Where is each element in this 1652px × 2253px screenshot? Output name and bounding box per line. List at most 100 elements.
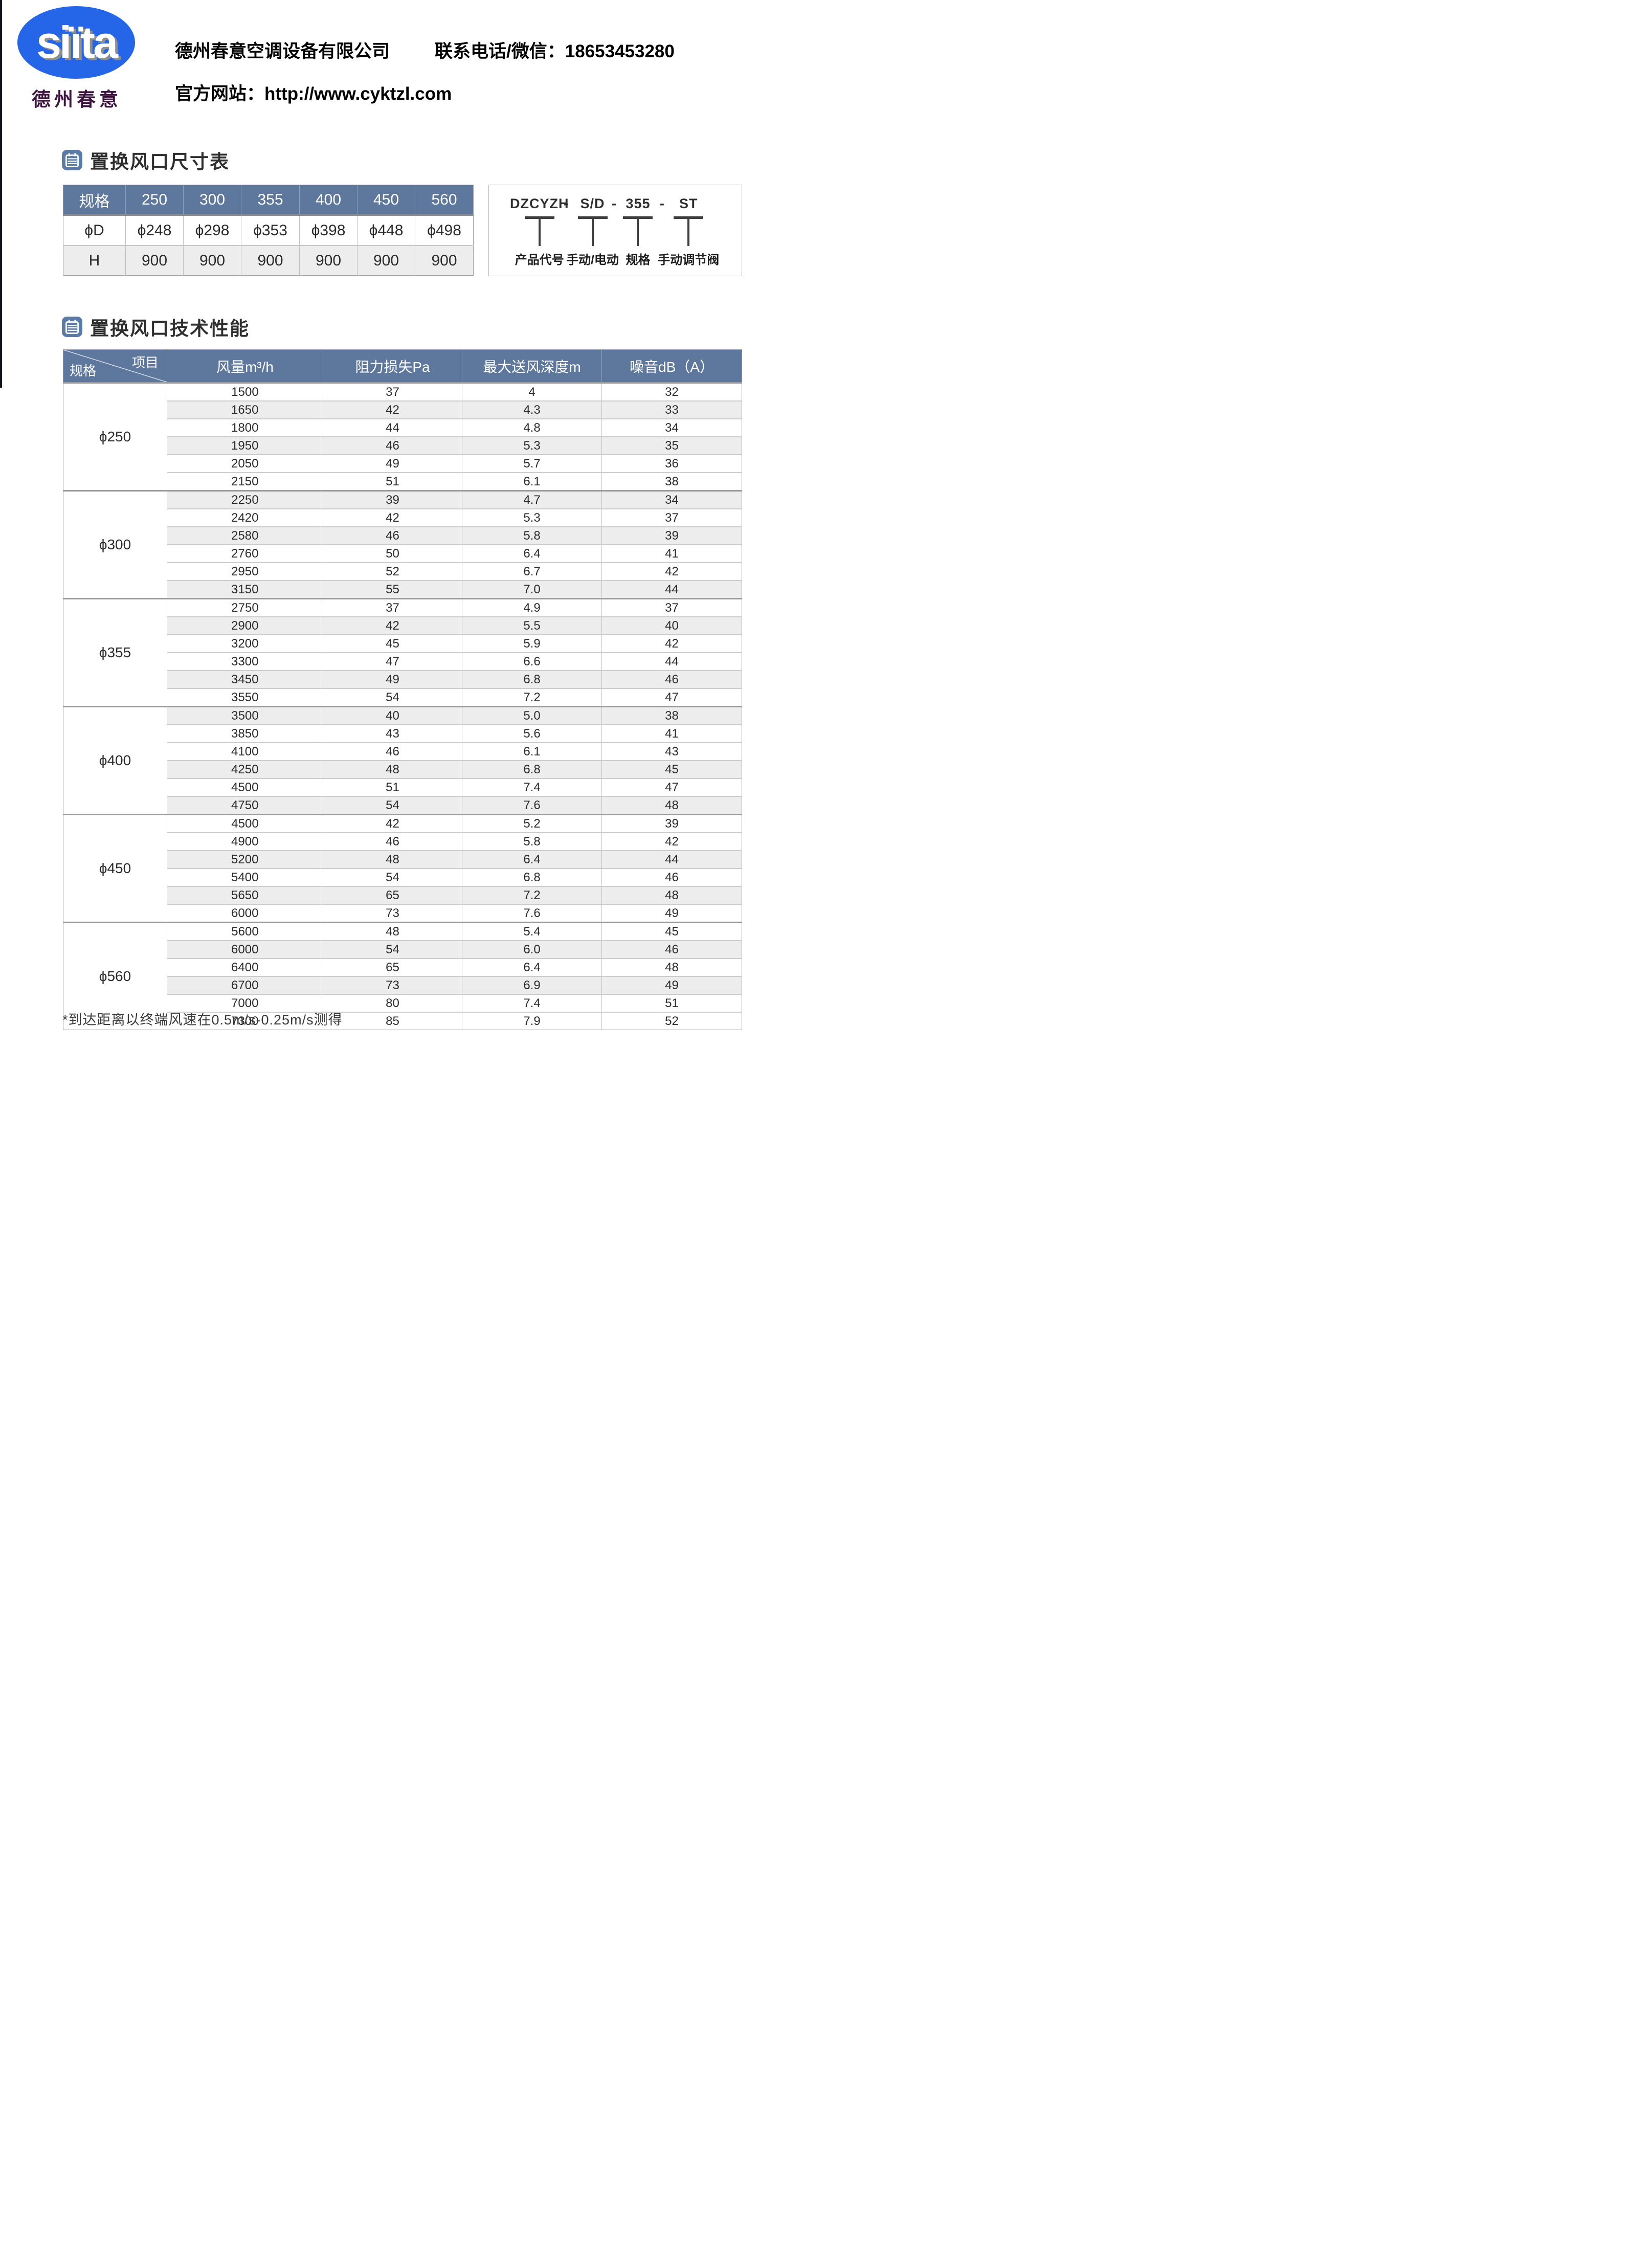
perf-value-cell: 39 [601, 814, 742, 833]
perf-value-cell: 4500 [167, 778, 323, 796]
product-code-diagram: DZCYZH 产品代号 S/D 手动/电动 355 规格 ST [488, 185, 742, 276]
perf-value-cell: 4500 [167, 814, 323, 833]
perf-table-row: 3850 43 5.6 41 [63, 724, 742, 743]
perf-value-cell: 48 [323, 850, 462, 868]
perf-value-cell: 73 [323, 904, 462, 923]
perf-value-cell: 4900 [167, 832, 323, 851]
column-header: 风量m³/h [167, 349, 323, 383]
perf-value-cell: 5400 [167, 868, 323, 886]
perf-value-cell: 7000 [167, 994, 323, 1012]
perf-value-cell: 47 [601, 688, 742, 707]
perf-value-cell: 46 [323, 742, 462, 761]
perf-value-cell: 55 [323, 580, 462, 599]
perf-value-cell: 3200 [167, 634, 323, 653]
perf-table-row: 6000 73 7.6 49 [63, 904, 742, 923]
table-cell: ϕ498 [415, 214, 474, 246]
perf-value-cell: 48 [601, 958, 742, 976]
perf-value-cell: 2580 [167, 526, 323, 545]
table-cell: ϕ353 [241, 214, 300, 246]
perf-value-cell: 49 [323, 670, 462, 688]
perf-value-cell: 4100 [167, 742, 323, 761]
perf-table-row: 2950 52 6.7 42 [63, 562, 742, 581]
perf-value-cell: 6.8 [462, 868, 602, 886]
perf-value-cell: 1500 [167, 382, 323, 401]
performance-table: 项目 规格 风量m³/h 阻力损失Pa 最大送风深度m 噪音dB（A） ϕ250… [63, 349, 742, 1030]
perf-value-cell: 52 [323, 562, 462, 581]
code-separator: - [564, 196, 569, 211]
perf-value-cell: 6.4 [462, 850, 602, 868]
perf-value-cell: 49 [601, 904, 742, 923]
column-header: 450 [357, 185, 415, 215]
perf-value-cell: 5.3 [462, 436, 602, 455]
perf-value-cell: 39 [601, 526, 742, 545]
perf-value-cell: 44 [601, 652, 742, 671]
perf-value-cell: 34 [601, 418, 742, 437]
column-header: 阻力损失Pa [323, 349, 462, 383]
code-text: S/D [580, 196, 605, 211]
perf-table-header-row: 项目 规格 风量m³/h 阻力损失Pa 最大送风深度m 噪音dB（A） [63, 349, 742, 383]
perf-value-cell: 46 [601, 670, 742, 688]
perf-value-cell: 4.8 [462, 418, 602, 437]
column-header: 250 [125, 185, 184, 215]
table-cell: ϕ298 [183, 214, 241, 246]
perf-value-cell: 49 [601, 976, 742, 994]
perf-value-cell: 32 [601, 382, 742, 401]
perf-value-cell: 7.4 [462, 778, 602, 796]
size-section-title: 置换风口尺寸表 [61, 146, 230, 174]
perf-value-cell: 42 [601, 562, 742, 581]
perf-table-row: 1650 42 4.3 33 [63, 400, 742, 419]
table-cell: ϕ248 [125, 214, 184, 246]
perf-value-cell: 85 [323, 1012, 462, 1030]
perf-value-cell: 6400 [167, 958, 323, 976]
perf-value-cell: 35 [601, 436, 742, 455]
perf-value-cell: 45 [323, 634, 462, 653]
perf-value-cell: 38 [601, 706, 742, 725]
footnote: *到达距离以终端风速在0.5m/s-0.25m/s测得 [62, 1012, 343, 1028]
perf-value-cell: 44 [323, 418, 462, 437]
perf-value-cell: 33 [601, 400, 742, 419]
code-segment: S/D 手动/电动 [557, 196, 629, 267]
perf-value-cell: 37 [323, 598, 462, 617]
pointer-line [538, 218, 541, 246]
perf-table-row: 5200 48 6.4 44 [63, 850, 742, 868]
perf-value-cell: 49 [323, 454, 462, 473]
perf-table-row: 4100 46 6.1 43 [63, 742, 742, 761]
perf-value-cell: 5.3 [462, 508, 602, 527]
perf-value-cell: 5.2 [462, 814, 602, 833]
perf-table-row: 4500 51 7.4 47 [63, 778, 742, 796]
perf-value-cell: 48 [601, 796, 742, 815]
perf-value-cell: 46 [323, 436, 462, 455]
code-label: 手动/电动 [566, 253, 619, 267]
code-text: ST [679, 196, 698, 211]
spec-label: ϕ400 [63, 706, 167, 815]
perf-table-row: 3150 55 7.0 44 [63, 580, 742, 599]
perf-value-cell: 34 [601, 490, 742, 509]
perf-value-cell: 6000 [167, 904, 323, 923]
perf-value-cell: 2900 [167, 616, 323, 635]
contact-info: 联系电话/微信：18653453280 [435, 41, 675, 61]
perf-value-cell: 6.8 [462, 670, 602, 688]
perf-value-cell: 5.8 [462, 832, 602, 851]
perf-value-cell: 3850 [167, 724, 323, 743]
perf-value-cell: 6.8 [462, 760, 602, 778]
logo-ellipse: siïta [17, 6, 135, 79]
spec-label: ϕ355 [63, 598, 167, 707]
page: siïta 德州春意 德州春意空调设备有限公司 联系电话/微信：18653453… [0, 0, 826, 1127]
perf-value-cell: 47 [601, 778, 742, 796]
perf-value-cell: 51 [323, 472, 462, 491]
table-cell: ϕ398 [299, 214, 358, 246]
corner-label-top: 项目 [131, 355, 159, 370]
perf-value-cell: 43 [601, 742, 742, 761]
perf-table-row: 4750 54 7.6 48 [63, 796, 742, 815]
perf-value-cell: 6.0 [462, 940, 602, 958]
perf-value-cell: 52 [601, 1012, 742, 1030]
perf-value-cell: 1800 [167, 418, 323, 437]
perf-table-row: ϕ300 2250 39 4.7 34 [63, 490, 742, 599]
perf-table-row: ϕ250 1500 37 4 32 [63, 382, 742, 491]
perf-table-row: 2050 49 5.7 36 [63, 454, 742, 473]
perf-value-cell: 42 [601, 832, 742, 851]
corner-label-bottom: 规格 [70, 363, 97, 378]
pointer-line [591, 218, 594, 246]
perf-table-row: 4900 46 5.8 42 [63, 832, 742, 851]
perf-value-cell: 6.1 [462, 742, 602, 761]
